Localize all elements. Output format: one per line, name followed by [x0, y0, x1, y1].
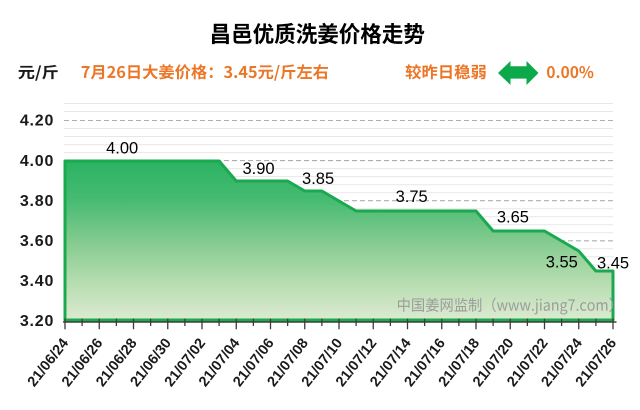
svg-text:3.80: 3.80	[20, 193, 54, 210]
svg-text:4.00: 4.00	[106, 140, 138, 158]
svg-text:3.60: 3.60	[20, 233, 54, 250]
svg-text:3.45: 3.45	[597, 255, 629, 273]
svg-text:3.20: 3.20	[20, 313, 54, 330]
svg-text:3.55: 3.55	[546, 254, 578, 272]
svg-text:3.40: 3.40	[20, 273, 54, 290]
svg-text:3.75: 3.75	[396, 188, 428, 206]
svg-text:3.90: 3.90	[242, 160, 274, 178]
svg-text:4.20: 4.20	[20, 113, 54, 130]
svg-text:4.00: 4.00	[20, 153, 54, 170]
svg-text:3.65: 3.65	[497, 209, 529, 227]
svg-text:3.85: 3.85	[302, 170, 334, 188]
